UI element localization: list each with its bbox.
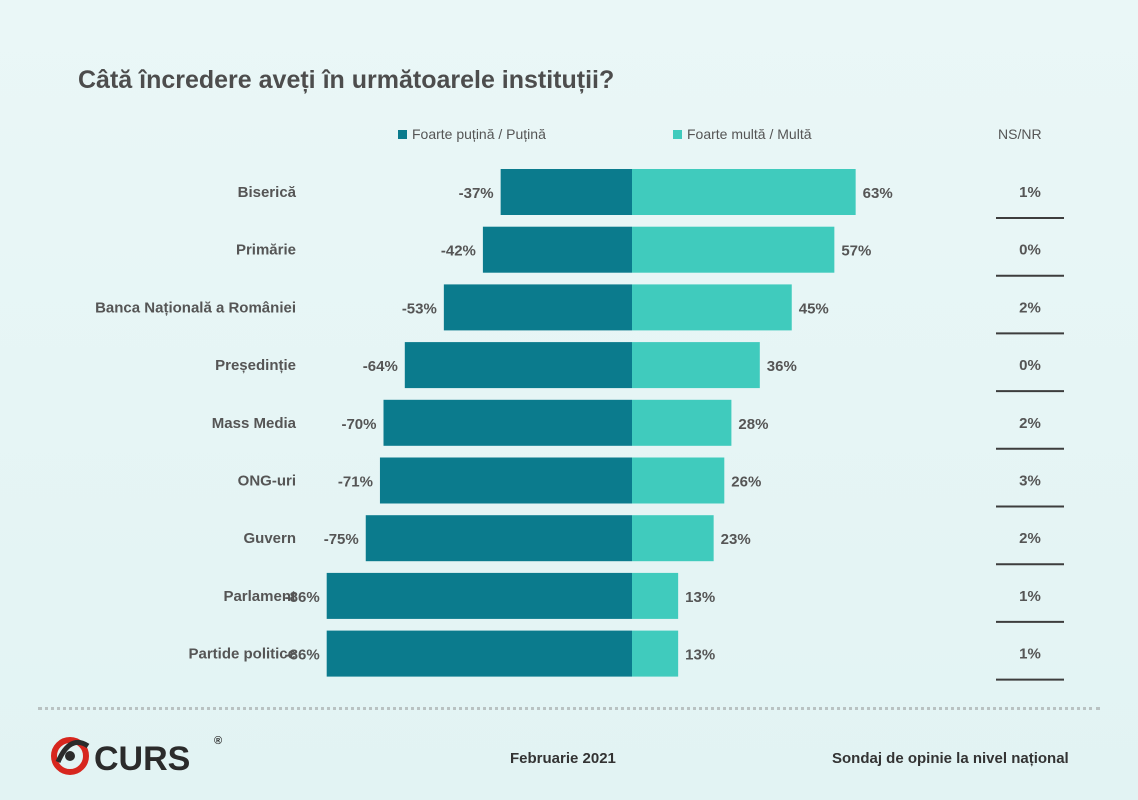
bar-positive — [632, 400, 731, 446]
data-label-positive: 57% — [841, 243, 871, 260]
ns-nr-value: 2% — [1019, 299, 1041, 316]
category-label: Biserică — [238, 184, 297, 201]
data-label-positive: 45% — [799, 300, 829, 317]
data-label-negative: -37% — [459, 185, 494, 202]
bar-positive — [632, 573, 678, 619]
data-label-positive: 13% — [685, 589, 715, 606]
ns-nr-value: 0% — [1019, 242, 1041, 259]
data-label-positive: 26% — [731, 474, 761, 491]
data-label-negative: -86% — [285, 647, 320, 664]
data-label-positive: 13% — [685, 647, 715, 664]
bar-negative — [366, 515, 632, 561]
bar-negative — [405, 342, 632, 388]
bar-negative — [384, 400, 633, 446]
data-label-negative: -70% — [341, 416, 376, 433]
bar-positive — [632, 631, 678, 677]
ns-nr-value: 3% — [1019, 473, 1041, 490]
data-label-positive: 23% — [721, 531, 751, 548]
bar-positive — [632, 458, 724, 504]
data-label-positive: 63% — [863, 185, 893, 202]
bar-positive — [632, 284, 792, 330]
bar-negative — [501, 169, 632, 215]
footer-separator — [38, 707, 1100, 710]
data-label-negative: -42% — [441, 243, 476, 260]
ns-nr-value: 2% — [1019, 530, 1041, 547]
data-label-negative: -64% — [363, 358, 398, 375]
curs-logo-swirl-icon — [54, 740, 88, 772]
category-label: ONG-uri — [238, 473, 296, 490]
bar-negative — [327, 631, 632, 677]
data-label-negative: -75% — [324, 531, 359, 548]
ns-nr-value: 0% — [1019, 357, 1041, 374]
registered-mark: ® — [214, 735, 222, 747]
category-label: Partide politice — [188, 646, 296, 663]
bar-positive — [632, 227, 834, 273]
ns-nr-value: 1% — [1019, 588, 1041, 605]
ns-nr-value: 1% — [1019, 184, 1041, 201]
bar-negative — [483, 227, 632, 273]
bar-negative — [327, 573, 632, 619]
bar-negative — [380, 458, 632, 504]
data-label-negative: -53% — [402, 300, 437, 317]
ns-nr-value: 2% — [1019, 415, 1041, 432]
bar-positive — [632, 342, 760, 388]
curs-logo-text: CURS — [94, 740, 190, 778]
data-label-negative: -71% — [338, 474, 373, 491]
footer-date: Februarie 2021 — [510, 750, 616, 767]
ns-nr-value: 1% — [1019, 646, 1041, 663]
data-label-positive: 36% — [767, 358, 797, 375]
data-label-positive: 28% — [738, 416, 768, 433]
bar-positive — [632, 169, 856, 215]
category-label: Mass Media — [212, 415, 297, 432]
footer-note: Sondaj de opinie la nivel național — [832, 750, 1069, 767]
category-label: Banca Națională a României — [95, 299, 296, 316]
data-label-negative: -86% — [285, 589, 320, 606]
category-label: Guvern — [243, 530, 296, 547]
curs-logo: CURS ® — [48, 728, 238, 780]
diverging-bar-chart: Biserică -37% 63% 1% Primărie -42% 57% 0% Banca … — [0, 0, 1138, 700]
category-label: Președinție — [215, 357, 296, 374]
bar-positive — [632, 515, 714, 561]
category-label: Primărie — [236, 242, 296, 259]
bar-negative — [444, 284, 632, 330]
